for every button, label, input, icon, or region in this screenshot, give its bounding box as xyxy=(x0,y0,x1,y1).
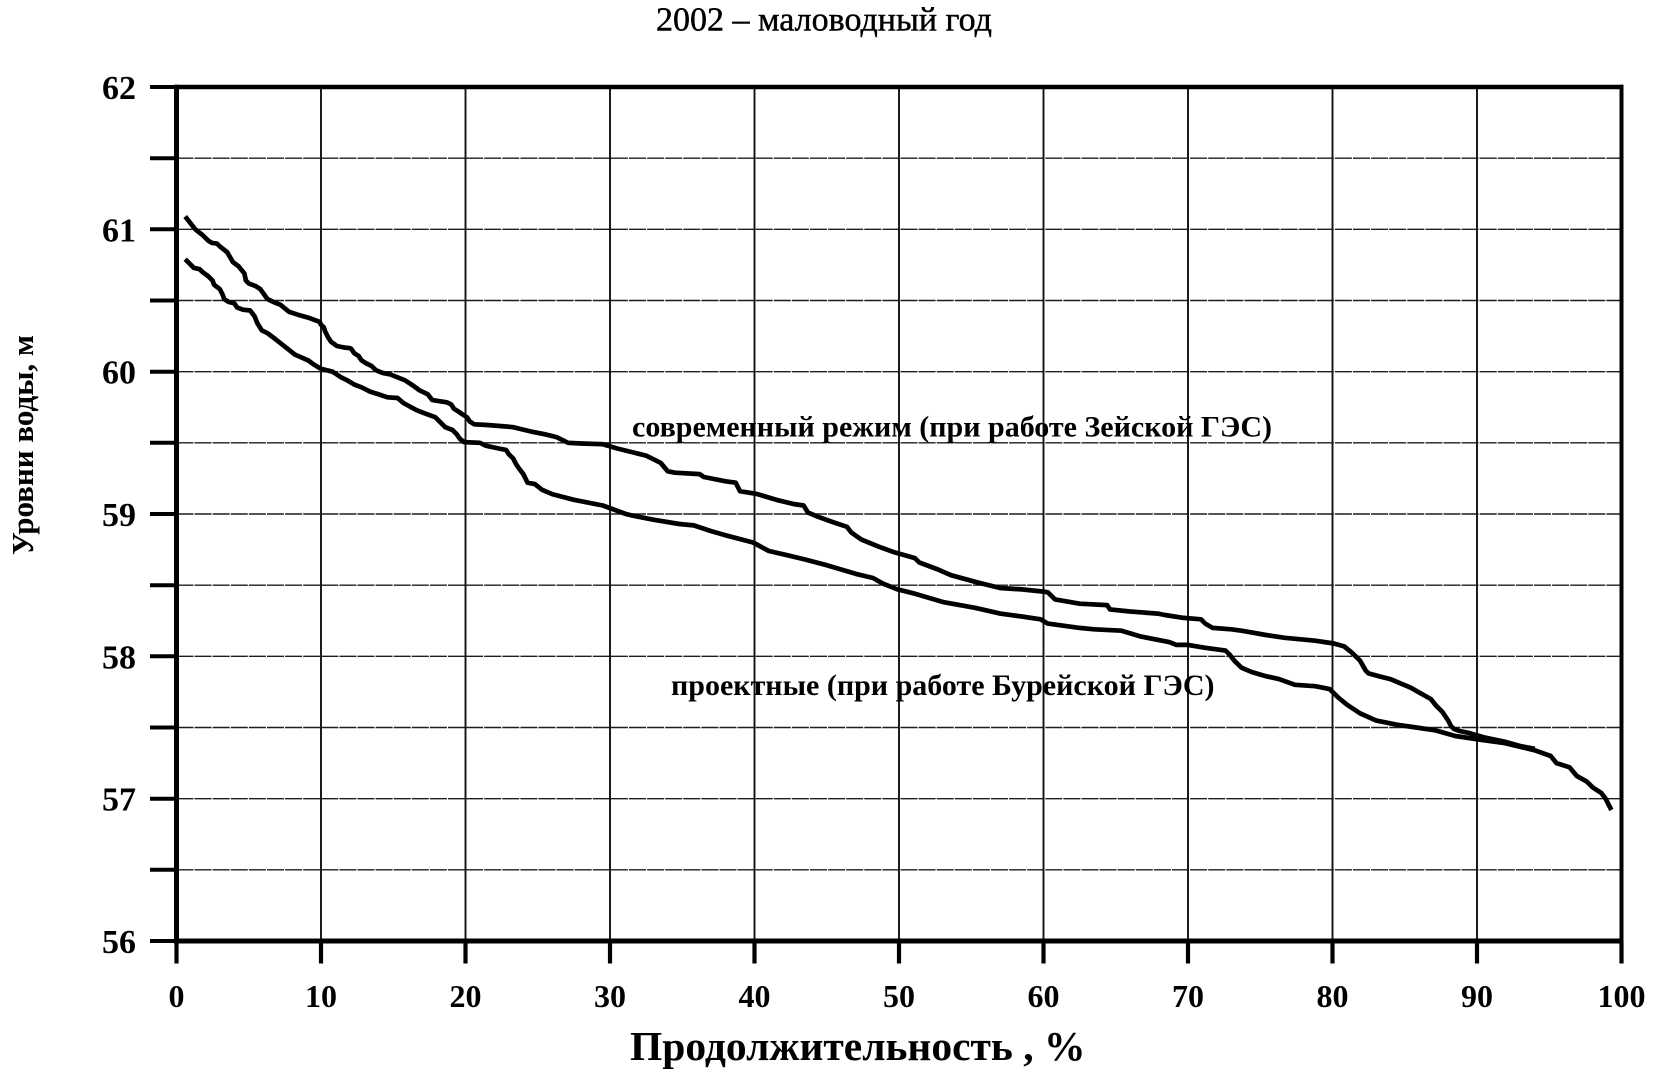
svg-text:10: 10 xyxy=(305,978,337,1014)
svg-text:проектные (при работе Бурейско: проектные (при работе Бурейской ГЭС) xyxy=(671,669,1214,702)
svg-text:60: 60 xyxy=(102,355,136,392)
svg-text:62: 62 xyxy=(102,70,136,107)
svg-text:Продолжительность , %: Продолжительность , % xyxy=(630,1023,1085,1069)
svg-text:61: 61 xyxy=(102,212,136,249)
svg-text:60: 60 xyxy=(1028,978,1060,1014)
svg-text:Уровни воды, м: Уровни воды, м xyxy=(5,335,40,555)
svg-text:80: 80 xyxy=(1317,978,1349,1014)
svg-text:57: 57 xyxy=(102,782,136,819)
svg-text:20: 20 xyxy=(450,978,482,1014)
svg-text:30: 30 xyxy=(594,978,626,1014)
svg-text:современный режим (при работе: современный режим (при работе Зейской ГЭ… xyxy=(632,411,1272,444)
svg-text:2002 – маловодный год: 2002 – маловодный год xyxy=(656,2,992,39)
svg-text:50: 50 xyxy=(883,978,915,1014)
svg-text:58: 58 xyxy=(102,639,136,676)
svg-text:59: 59 xyxy=(102,497,136,534)
svg-text:56: 56 xyxy=(102,924,136,961)
svg-text:0: 0 xyxy=(169,978,185,1014)
svg-text:40: 40 xyxy=(739,978,771,1014)
svg-text:90: 90 xyxy=(1461,978,1493,1014)
svg-text:100: 100 xyxy=(1598,978,1646,1014)
svg-text:70: 70 xyxy=(1172,978,1204,1014)
